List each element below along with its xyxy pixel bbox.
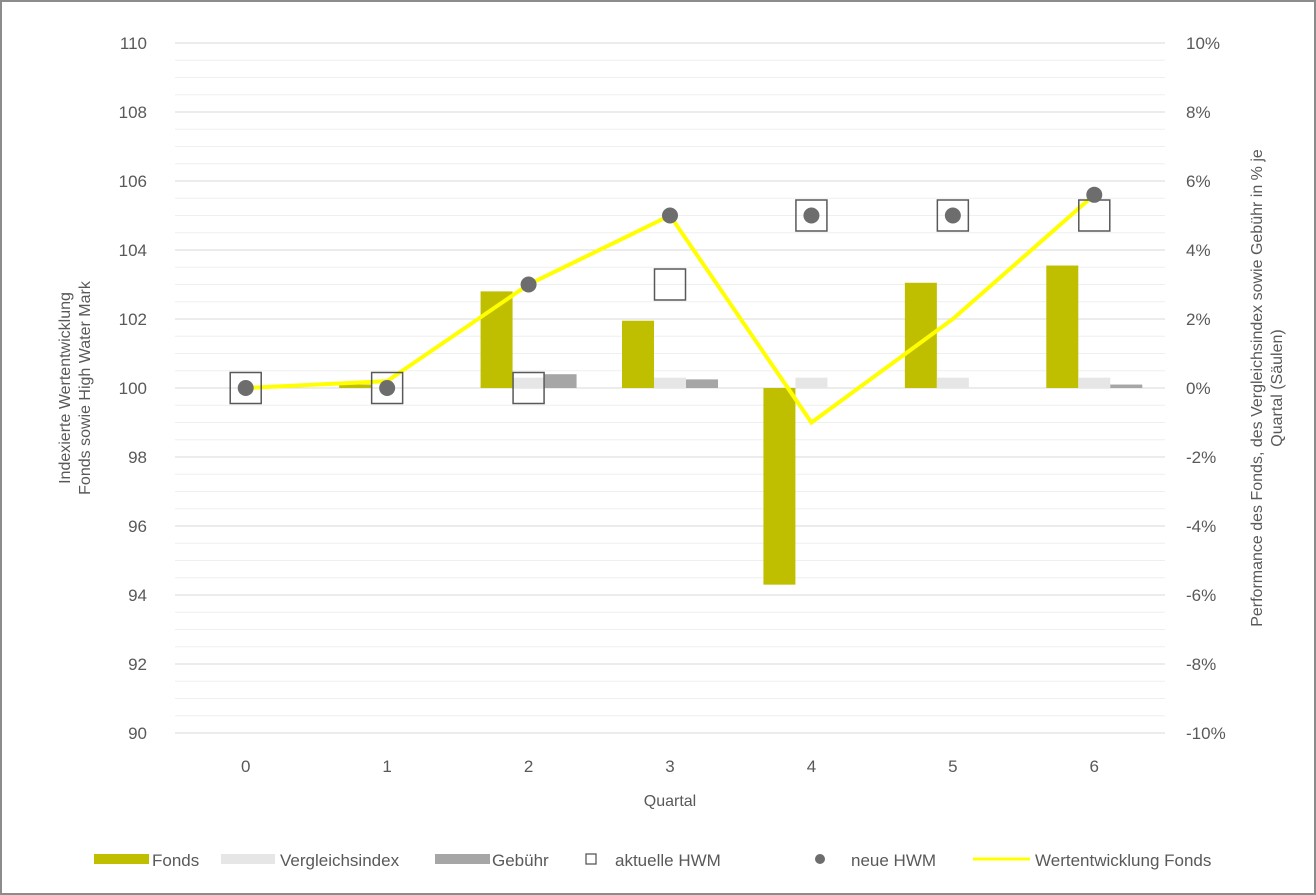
right-tick-label: -6% <box>1186 586 1216 605</box>
left-axis-title-line-2: Fonds sowie High Water Mark <box>77 280 94 495</box>
legend-swatch-fonds <box>94 854 149 864</box>
bar-vergleichsindex <box>936 377 969 388</box>
right-tick-label: -4% <box>1186 517 1216 536</box>
legend-swatch-gebuehr <box>435 854 490 864</box>
left-tick-label: 108 <box>119 103 147 122</box>
marker-neue-hwm <box>379 380 396 396</box>
x-tick-label: 0 <box>241 757 250 776</box>
bar-vergleichsindex <box>1078 377 1111 388</box>
legend-label-gebuehr: Gebühr <box>492 851 549 870</box>
marker-aktuelle-hwm <box>653 268 687 301</box>
left-tick-label: 94 <box>128 586 147 605</box>
bar-geb-hr <box>544 374 577 388</box>
marker-aktuelle-hwm <box>936 199 970 232</box>
legend-label-neue-hwm: neue HWM <box>851 851 936 870</box>
right-tick-label: 8% <box>1186 103 1211 122</box>
left-tick-label: 92 <box>128 655 147 674</box>
left-tick-label: 90 <box>128 724 147 743</box>
marker-aktuelle-hwm <box>512 371 545 405</box>
right-axis-title-line-1: Performance des Fonds, des Vergleichsind… <box>1249 149 1266 627</box>
marker-neue-hwm <box>803 207 820 224</box>
right-tick-label: 10% <box>1186 34 1220 53</box>
x-tick-label: 5 <box>948 757 957 776</box>
bar-fonds <box>763 388 796 585</box>
x-axis-title: Quartal <box>644 793 696 810</box>
left-tick-label: 98 <box>128 448 147 467</box>
right-tick-label: 4% <box>1186 241 1211 260</box>
x-tick-label: 2 <box>524 757 533 776</box>
bar-vergleichsindex <box>795 377 828 388</box>
bar-vergleichsindex <box>654 377 686 388</box>
marker-neue-hwm <box>520 276 537 293</box>
bar-fonds <box>622 320 654 388</box>
marker-aktuelle-hwm <box>370 371 404 405</box>
right-tick-label: 2% <box>1186 310 1211 329</box>
bar-marks <box>339 265 1143 585</box>
bar-vergleichsindex <box>512 377 545 388</box>
left-tick-label: 100 <box>119 379 147 398</box>
bar-fonds <box>1046 265 1079 388</box>
right-axis-title: Performance des Fonds, des Vergleichsind… <box>1249 149 1286 627</box>
left-axis-title-line-1: Indexierte Wertentwicklung <box>57 292 74 484</box>
legend-marker-neue-hwm <box>815 854 825 864</box>
marker-neue-hwm <box>944 207 961 224</box>
left-axis-title: Indexierte Wertentwicklung Fonds sowie H… <box>57 280 94 495</box>
marker-aktuelle-hwm <box>795 199 828 232</box>
bar-geb-hr <box>686 379 718 388</box>
x-tick-label: 1 <box>382 757 391 776</box>
marker-neue-hwm <box>1086 186 1103 203</box>
legend-marker-aktuelle-hwm <box>585 853 597 865</box>
marker-marks <box>229 186 1111 405</box>
legend: Fonds Vergleichsindex Gebühr aktuelle HW… <box>94 851 1211 870</box>
legend-label-fonds: Fonds <box>152 851 199 870</box>
right-axis-title-line-2: Quartal (Säulen) <box>1269 329 1286 446</box>
marker-neue-hwm <box>237 380 254 396</box>
bar-geb-hr <box>1110 384 1143 388</box>
right-tick-label: -2% <box>1186 448 1216 467</box>
legend-label-aktuelle-hwm: aktuelle HWM <box>615 851 721 870</box>
marker-aktuelle-hwm <box>229 371 262 405</box>
legend-label-wertentwicklung: Wertentwicklung Fonds <box>1035 851 1211 870</box>
right-tick-label: 6% <box>1186 172 1211 191</box>
right-tick-label: -8% <box>1186 655 1216 674</box>
x-tick-label: 4 <box>807 757 816 776</box>
legend-label-vergleichsindex: Vergleichsindex <box>280 851 400 870</box>
left-tick-label: 110 <box>120 34 147 53</box>
marker-neue-hwm <box>662 207 678 224</box>
left-tick-label: 96 <box>128 517 147 536</box>
legend-swatch-vergleichsindex <box>221 854 275 864</box>
right-tick-label: 0% <box>1186 379 1211 398</box>
left-tick-label: 104 <box>119 241 147 260</box>
left-tick-label: 106 <box>119 172 147 191</box>
bar-fonds <box>339 384 372 388</box>
right-tick-label: -10% <box>1186 724 1226 743</box>
x-tick-label: 6 <box>1090 757 1099 776</box>
left-tick-label: 102 <box>119 310 147 329</box>
x-tick-label: 3 <box>665 757 674 776</box>
tick-labels: 9092949698100102104106108110-10%-8%-6%-4… <box>119 34 1226 776</box>
